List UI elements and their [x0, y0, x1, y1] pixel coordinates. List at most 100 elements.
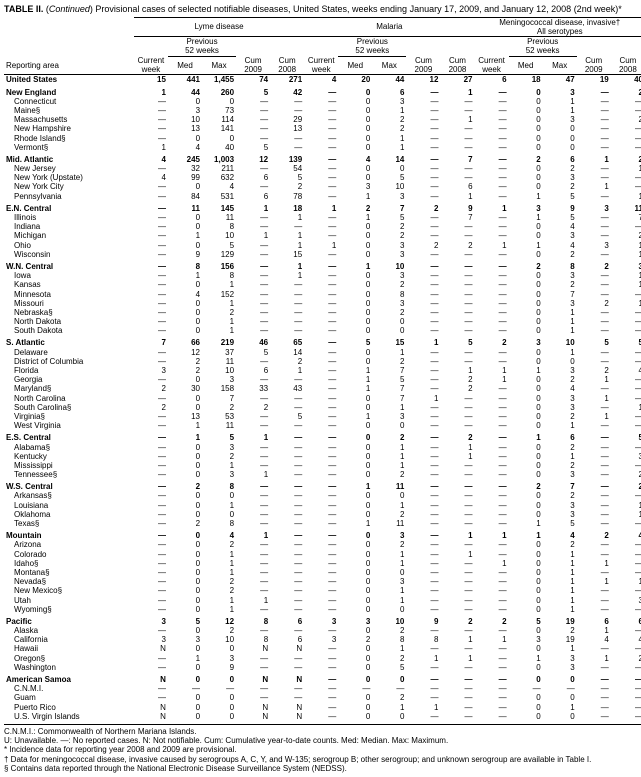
data-cell: —: [611, 182, 641, 191]
col-current-0: Current week: [134, 56, 168, 75]
data-cell: —: [611, 586, 641, 595]
data-cell: 5: [509, 617, 543, 626]
area-cell: Nebraska§: [4, 308, 134, 317]
data-cell: 0: [338, 348, 372, 357]
data-cell: 3: [543, 271, 577, 280]
data-cell: —: [406, 182, 440, 191]
data-cell: —: [338, 684, 372, 693]
data-cell: —: [577, 510, 611, 519]
data-cell: 84: [168, 192, 202, 201]
data-cell: —: [611, 663, 641, 672]
data-cell: —: [406, 433, 440, 442]
data-cell: 1: [202, 596, 236, 605]
data-cell: —: [406, 421, 440, 430]
data-cell: 1: [543, 452, 577, 461]
data-cell: —: [577, 326, 611, 335]
data-cell: 2: [202, 577, 236, 586]
data-cell: 1: [475, 241, 509, 250]
data-cell: 0: [509, 510, 543, 519]
data-cell: 2: [372, 115, 406, 124]
data-cell: 0: [168, 308, 202, 317]
data-cell: —: [406, 106, 440, 115]
data-cell: 1: [202, 550, 236, 559]
data-cell: —: [475, 97, 509, 106]
data-cell: —: [440, 605, 474, 614]
data-cell: 4: [577, 635, 611, 644]
data-cell: 6: [372, 88, 406, 97]
data-cell: 0: [338, 644, 372, 653]
data-cell: —: [611, 134, 641, 143]
data-cell: 1: [611, 501, 641, 510]
data-cell: 2: [509, 482, 543, 491]
table-row: Colorado—01———01—1—01——: [4, 550, 641, 559]
data-cell: 7: [372, 366, 406, 375]
data-cell: 6: [236, 366, 270, 375]
data-cell: —: [406, 519, 440, 528]
data-cell: 65: [270, 338, 304, 347]
data-cell: —: [475, 654, 509, 663]
data-cell: 1: [509, 519, 543, 528]
data-cell: —: [475, 519, 509, 528]
data-cell: 0: [509, 644, 543, 653]
col-cum09-0: Cum 2009: [236, 56, 270, 75]
data-cell: —: [236, 559, 270, 568]
data-cell: 2: [372, 626, 406, 635]
data-cell: —: [134, 394, 168, 403]
data-cell: 0: [338, 568, 372, 577]
data-cell: 8: [202, 222, 236, 231]
data-cell: 1: [372, 586, 406, 595]
data-cell: 1: [338, 412, 372, 421]
data-cell: 1: [134, 143, 168, 152]
data-cell: 1: [202, 326, 236, 335]
data-cell: 1: [270, 231, 304, 240]
disease-header-2: Meningococcal disease, invasive† All ser…: [475, 17, 641, 36]
data-cell: 632: [202, 173, 236, 182]
data-cell: 0: [509, 550, 543, 559]
table-row: Arkansas§—00———00———02——: [4, 491, 641, 500]
data-cell: 8: [372, 635, 406, 644]
data-cell: 0: [509, 421, 543, 430]
data-cell: —: [304, 470, 338, 479]
data-cell: —: [236, 213, 270, 222]
data-cell: 8: [202, 482, 236, 491]
data-cell: 0: [168, 596, 202, 605]
data-cell: 0: [509, 182, 543, 191]
data-cell: —: [236, 115, 270, 124]
table-row: Georgia—03———15—21021—: [4, 375, 641, 384]
data-cell: 0: [168, 280, 202, 289]
data-cell: —: [440, 559, 474, 568]
data-cell: —: [236, 280, 270, 289]
data-cell: 1,455: [202, 75, 236, 85]
table-row: Mississippi—01———01———02——: [4, 461, 641, 470]
data-cell: 2: [202, 403, 236, 412]
data-cell: 10: [202, 366, 236, 375]
data-cell: —: [577, 357, 611, 366]
data-cell: —: [440, 134, 474, 143]
data-cell: —: [236, 684, 270, 693]
data-cell: 0: [509, 693, 543, 702]
data-cell: —: [406, 510, 440, 519]
data-cell: 11: [202, 357, 236, 366]
data-cell: 0: [543, 143, 577, 152]
data-cell: —: [577, 106, 611, 115]
data-cell: —: [270, 550, 304, 559]
data-cell: 0: [338, 703, 372, 712]
data-cell: —: [236, 222, 270, 231]
data-cell: —: [406, 675, 440, 684]
data-cell: 0: [338, 540, 372, 549]
data-cell: —: [475, 182, 509, 191]
data-cell: 0: [168, 559, 202, 568]
data-cell: —: [270, 433, 304, 442]
area-cell: New York City: [4, 182, 134, 191]
data-cell: —: [134, 299, 168, 308]
data-cell: —: [270, 280, 304, 289]
data-cell: —: [406, 366, 440, 375]
data-cell: 4: [543, 222, 577, 231]
data-cell: 2: [406, 204, 440, 213]
data-cell: 0: [168, 644, 202, 653]
data-cell: 2: [577, 366, 611, 375]
data-cell: 0: [338, 106, 372, 115]
data-cell: —: [406, 470, 440, 479]
data-cell: 0: [168, 470, 202, 479]
data-cell: —: [577, 280, 611, 289]
